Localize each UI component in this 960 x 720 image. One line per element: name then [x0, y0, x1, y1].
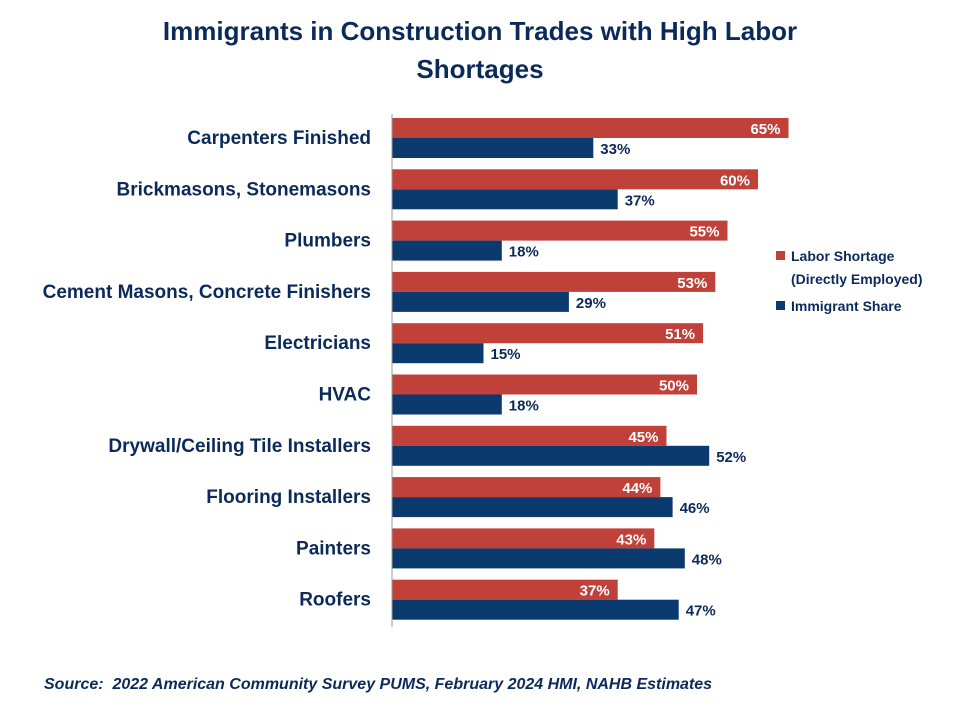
legend-label: Immigrant Share: [791, 298, 902, 314]
legend-label-line-2: (Directly Employed): [791, 271, 922, 287]
labor-shortage-bar: [392, 220, 728, 241]
category-label: Flooring Installers: [206, 487, 371, 508]
category-group: Drywall/Ceiling Tile Installers 45% 52%: [108, 425, 746, 466]
legend-item-labor-shortage: Labor Shortage (Directly Employed): [776, 248, 922, 287]
immigrant-share-bar: [392, 548, 685, 569]
category-group: Cement Masons, Concrete Finishers 53% 29%: [43, 271, 716, 312]
immigrant-share-bar: [392, 343, 484, 364]
immigrant-share-bar: [392, 497, 673, 518]
category-label: Painters: [296, 538, 371, 559]
labor-shortage-label: 51%: [665, 326, 695, 343]
immigrant-share-bar: [392, 189, 618, 210]
immigrant-share-label: 46%: [680, 500, 710, 517]
labor-shortage-bar: [392, 118, 789, 138]
labor-shortage-bar: [392, 528, 655, 549]
labor-shortage-bar: [392, 425, 667, 446]
immigrant-share-label: 47%: [686, 603, 716, 620]
source-note: Source: 2022 American Community Survey P…: [44, 676, 713, 693]
legend-item-immigrant-share: Immigrant Share: [776, 298, 902, 314]
labor-shortage-label: 60%: [720, 172, 750, 189]
category-label: Plumbers: [284, 231, 371, 252]
labor-shortage-label: 43%: [616, 531, 646, 548]
labor-shortage-label: 45%: [628, 429, 658, 446]
immigrant-share-label: 15%: [491, 346, 521, 363]
labor-shortage-bar: [392, 323, 704, 344]
immigrant-share-bar: [392, 445, 710, 466]
chart-title: Immigrants in Construction Trades with H…: [0, 12, 960, 88]
chart-title-line-2: Shortages: [416, 54, 544, 84]
category-label: Electricians: [264, 333, 371, 354]
immigrant-share-label: 48%: [692, 551, 722, 568]
immigrant-share-label: 29%: [576, 295, 606, 312]
category-group: Brickmasons, Stonemasons 60% 37%: [117, 169, 758, 210]
category-group: Carpenters Finished 65% 33%: [187, 118, 789, 158]
labor-shortage-bar: [392, 579, 618, 600]
labor-shortage-label: 50%: [659, 378, 689, 395]
category-group: HVAC 50% 18%: [319, 374, 697, 415]
legend-swatch: [776, 301, 785, 310]
immigrant-share-bar: [392, 394, 502, 415]
category-label: Drywall/Ceiling Tile Installers: [108, 436, 371, 457]
immigrant-share-label: 18%: [509, 398, 539, 415]
immigrant-share-label: 37%: [625, 192, 655, 209]
category-group: Electricians 51% 15%: [264, 323, 704, 364]
legend-label: Labor Shortage: [791, 248, 895, 264]
immigrant-share-label: 33%: [600, 141, 630, 158]
labor-shortage-label: 44%: [622, 480, 652, 497]
labor-shortage-bar: [392, 271, 716, 292]
immigrant-share-label: 18%: [509, 244, 539, 261]
category-group: Plumbers 55% 18%: [284, 220, 728, 261]
immigrant-share-bar: [392, 291, 569, 312]
category-group: Roofers 37% 47%: [299, 579, 716, 620]
category-group: Painters 43% 48%: [296, 528, 722, 569]
legend: Labor Shortage (Directly Employed) Immigra…: [776, 248, 922, 314]
labor-shortage-label: 65%: [750, 121, 780, 138]
labor-shortage-bar: [392, 169, 758, 190]
category-label: Cement Masons, Concrete Finishers: [43, 282, 371, 303]
chart-title-line-1: Immigrants in Construction Trades with H…: [162, 16, 798, 46]
immigrant-share-bar: [392, 138, 594, 158]
immigrant-share-bar: [392, 599, 679, 620]
category-label: Roofers: [299, 590, 371, 611]
labor-shortage-label: 55%: [689, 224, 719, 241]
category-label: HVAC: [319, 385, 372, 406]
labor-shortage-bar: [392, 374, 697, 395]
immigrant-share-bar: [392, 240, 502, 261]
labor-shortage-label: 37%: [580, 583, 610, 600]
category-label: Carpenters Finished: [187, 128, 371, 149]
category-group: Flooring Installers 44% 46%: [206, 477, 710, 518]
labor-shortage-bar: [392, 477, 661, 498]
labor-shortage-label: 53%: [677, 275, 707, 292]
category-label: Brickmasons, Stonemasons: [117, 179, 371, 200]
immigrant-share-label: 52%: [716, 449, 746, 466]
legend-swatch: [776, 251, 785, 260]
